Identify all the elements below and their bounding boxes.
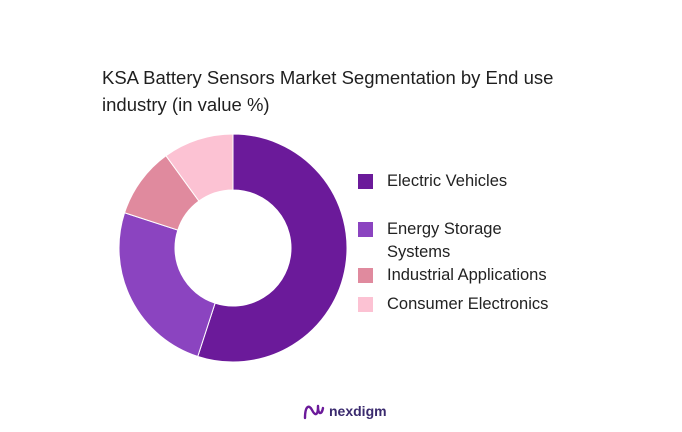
- legend-swatch: [358, 222, 373, 237]
- legend-label: Consumer Electronics: [387, 295, 549, 313]
- legend-item-energy-storage: Energy Storage Systems: [358, 218, 547, 264]
- legend-swatch: [358, 174, 373, 189]
- legend-swatch: [358, 297, 373, 312]
- donut-slice-electric-vehicles: [197, 133, 348, 363]
- chart-title: KSA Battery Sensors Market Segmentation …: [102, 67, 554, 115]
- donut-slice-energy-storage-systems: [118, 212, 216, 358]
- brand: nexdigm: [303, 402, 387, 420]
- legend-item-consumer-electronics: Consumer Electronics: [358, 293, 587, 316]
- brand-name: nexdigm: [329, 403, 387, 419]
- nexdigm-logo-icon: [303, 404, 325, 420]
- legend-item-industrial-applications: Industrial Applications: [358, 264, 587, 287]
- legend-item-electric-vehicles: Electric Vehicles: [358, 170, 587, 193]
- legend-label: Electric Vehicles: [387, 172, 508, 190]
- legend-label: Energy Storage Systems: [387, 220, 502, 261]
- legend-label: Industrial Applications: [387, 266, 547, 284]
- legend-swatch: [358, 268, 373, 283]
- donut-slice-consumer-electronics: [165, 133, 234, 202]
